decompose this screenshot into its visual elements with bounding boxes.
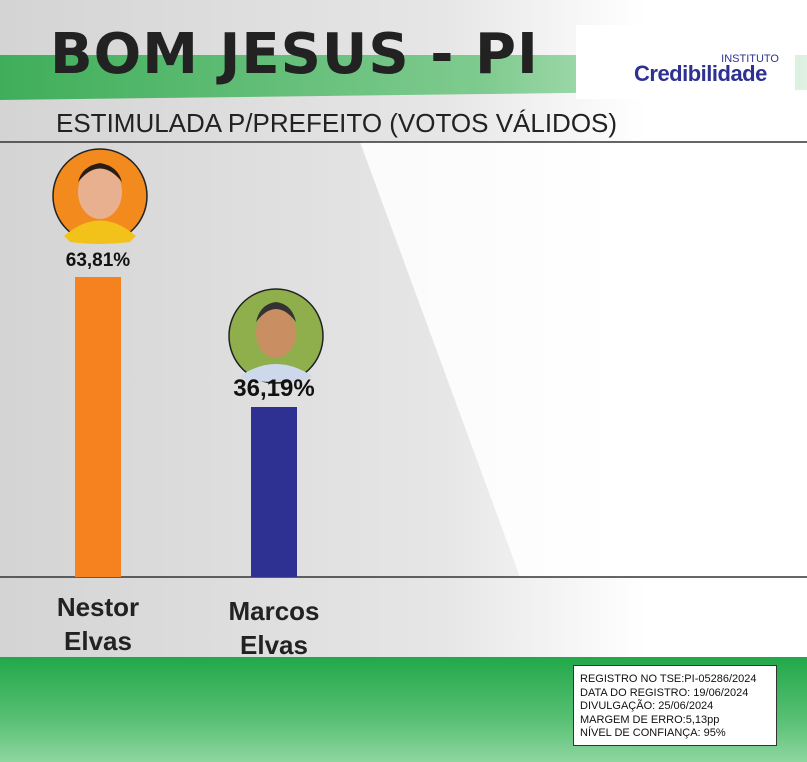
photo-nestor [52,148,148,244]
logo: INSTITUTO Credibilidade [576,25,795,99]
footer-line: DATA DO REGISTRO: 19/06/2024 [580,686,749,699]
chart-title: BOM JESUS - PI [50,22,539,87]
footer-line: NÍVEL DE CONFIANÇA: 95% [580,727,726,739]
category-label: Nestor Elvas [56,592,140,656]
photo-marcos [228,288,324,384]
footer-line: MARGEM DE ERRO:5,13pp [580,713,720,726]
footer-line: DIVULGAÇÃO: 25/06/2024 [580,700,714,712]
logo-top: INSTITUTO [721,53,779,65]
value-label: 36,19% [233,374,315,402]
chart-subtitle: ESTIMULADA P/PREFEITO (VOTOS VÁLIDOS) [56,108,618,138]
footer-box: REGISTRO NO TSE:PI-05286/2024 DATA DO REG… [573,665,777,746]
footer-line: REGISTRO NO TSE:PI-05286/2024 [580,673,757,685]
logo-name: Credibilidade [634,61,767,86]
bar [251,406,297,577]
bar [75,277,121,577]
value-label: 63,81% [65,250,131,272]
category-label: Marcos Elvas [228,596,320,660]
